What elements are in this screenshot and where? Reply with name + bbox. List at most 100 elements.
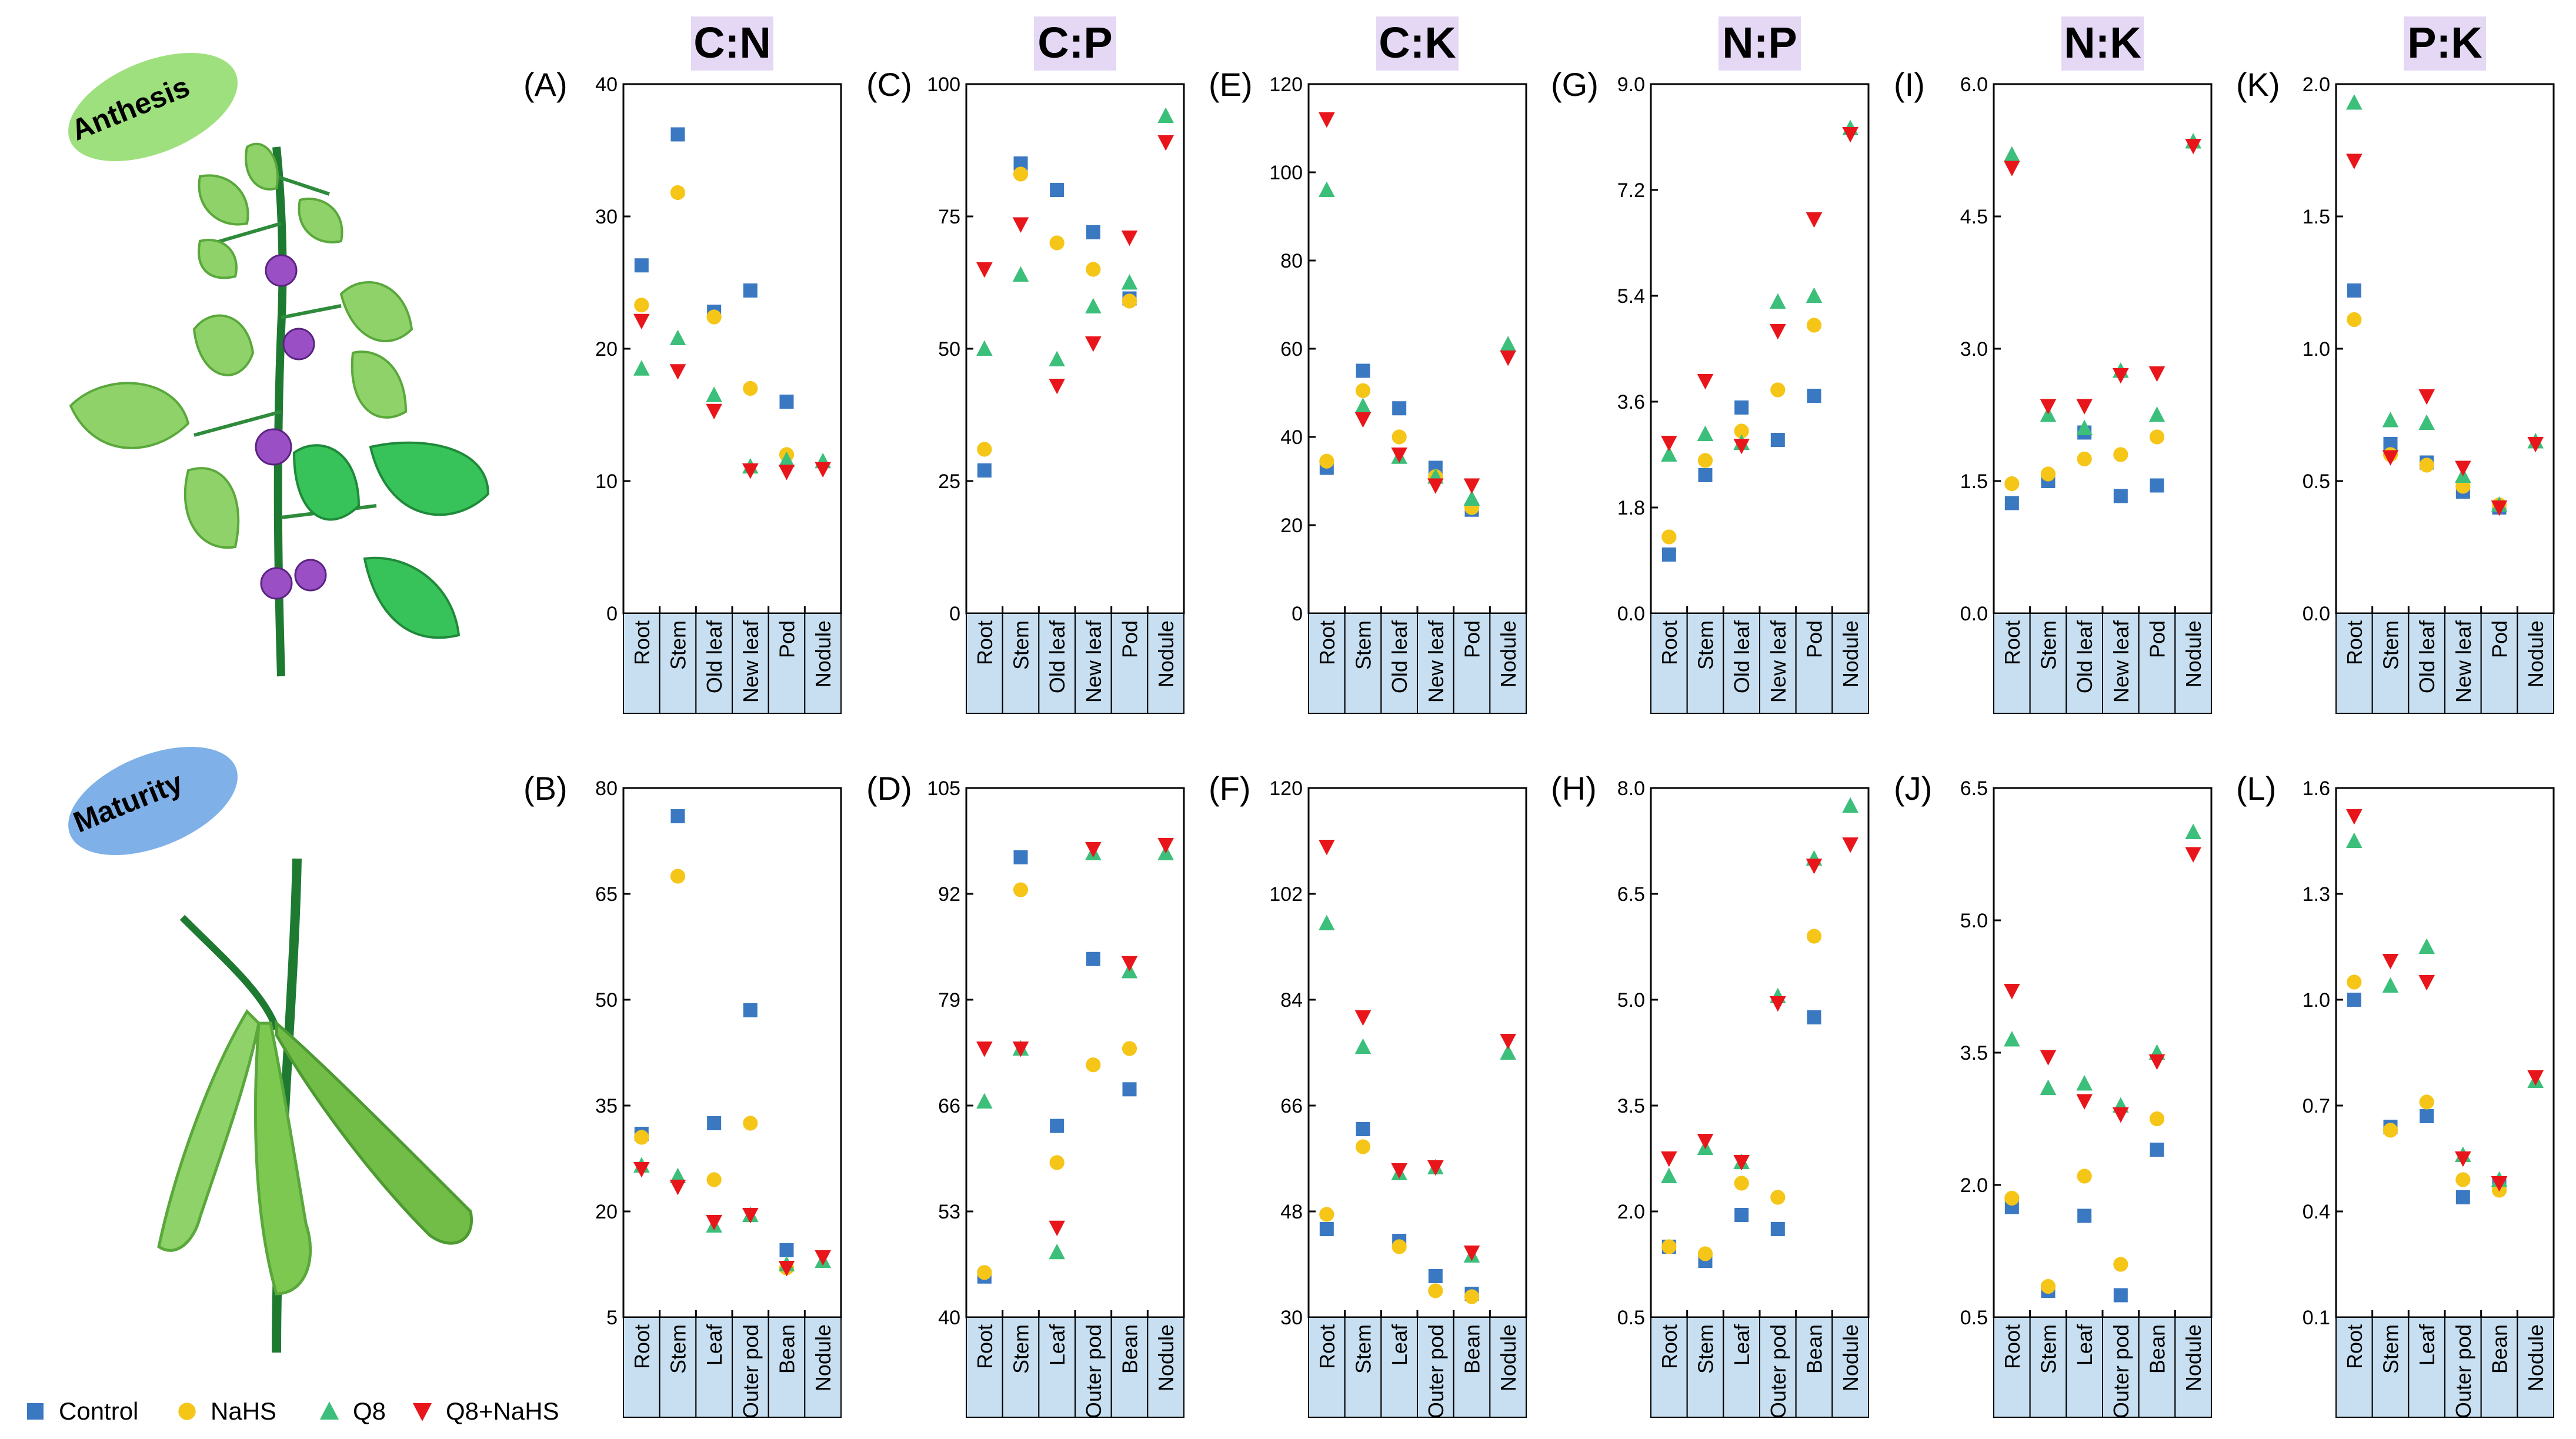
data-point-control [1086, 225, 1100, 239]
data-point-q8-nahs [1157, 837, 1174, 854]
x-category-label: Outer pod [739, 1324, 763, 1418]
data-point-q8-nahs [1391, 448, 1407, 463]
x-category-cell [2102, 613, 2140, 714]
x-category-cell [2029, 613, 2067, 714]
y-tick-label: 105 [927, 777, 960, 800]
x-category-label: Root [1657, 1324, 1681, 1369]
x-category-label: Pod [1803, 620, 1827, 658]
data-point-q8-nahs [2185, 847, 2201, 863]
data-point-nahs [1770, 1190, 1786, 1205]
panel-b: (B) 5 20 35 50 65 80 Root Stem Leaf Outer pod Bean N… [523, 770, 842, 1418]
data-point-q8 [669, 329, 686, 345]
x-category-cell [1759, 1317, 1797, 1418]
panel-label: (I) [1894, 66, 1925, 103]
data-point-nahs [670, 869, 686, 884]
x-category-label: Outer pod [1424, 1324, 1448, 1418]
x-category-label: Bean [1118, 1324, 1142, 1374]
legend-label: Q8 [353, 1397, 386, 1425]
x-category-label: Leaf [1387, 1324, 1412, 1365]
data-point-nahs [1319, 453, 1334, 469]
data-point-q8 [2185, 823, 2201, 839]
y-tick-label: 5 [606, 1307, 618, 1329]
y-tick-label: 65 [595, 883, 618, 906]
x-category-label: Root [1315, 620, 1339, 665]
data-point-q8 [2382, 977, 2399, 993]
y-tick-label: 4.5 [1960, 206, 1988, 228]
y-tick-label: 35 [595, 1095, 618, 1117]
data-point-q8-nahs [1661, 1151, 1677, 1167]
leaf [339, 281, 413, 342]
data-point-q8-nahs [669, 1180, 686, 1196]
data-point-nahs [1392, 1239, 1407, 1254]
data-point-q8-nahs [2148, 1054, 2165, 1070]
y-tick-label: 40 [595, 74, 618, 96]
data-point-control [1770, 433, 1785, 447]
data-point-q8-nahs [669, 364, 686, 380]
x-category-label: Root [630, 1324, 654, 1369]
data-point-nahs [2347, 312, 2362, 328]
data-point-nahs [1086, 262, 1101, 277]
legend-marker [178, 1403, 196, 1420]
data-point-control [2347, 283, 2361, 298]
x-category-label: Nodule [1154, 620, 1178, 687]
data-point-q8 [976, 1093, 993, 1109]
leaf [69, 382, 190, 449]
data-point-q8-nahs [1427, 1160, 1444, 1176]
data-point-control [2077, 1208, 2092, 1223]
pod [275, 1020, 473, 1245]
x-category-label: Outer pod [2451, 1324, 2475, 1418]
data-point-nahs [1661, 529, 1677, 545]
y-tick-label: 80 [1280, 250, 1303, 272]
x-category-label: Nodule [811, 620, 835, 687]
y-tick-label: 100 [927, 74, 960, 96]
data-point-q8-nahs [1806, 859, 1823, 874]
data-point-nahs [1049, 235, 1065, 251]
data-point-q8-nahs [1770, 996, 1786, 1012]
data-point-control [1734, 400, 1749, 415]
data-point-nahs [2347, 974, 2362, 990]
data-point-nahs [977, 1265, 992, 1280]
y-tick-label: 0.7 [2303, 1095, 2330, 1117]
x-category-label: Old leaf [1387, 620, 1412, 693]
data-point-control [2004, 496, 2019, 510]
data-point-nahs [2077, 1168, 2092, 1184]
x-category-cell [732, 613, 769, 714]
y-tick-label: 100 [1269, 162, 1303, 184]
y-tick-label: 9.0 [1617, 74, 1645, 96]
y-tick-label: 5.0 [1960, 910, 1988, 932]
x-category-cell [1417, 1317, 1454, 1418]
x-category-cell [1723, 613, 1760, 714]
data-point-nahs [1734, 423, 1749, 439]
ratio-header-bg [691, 16, 773, 71]
x-category-label: New leaf [2451, 620, 2475, 703]
data-point-q8 [669, 1167, 686, 1183]
data-point-q8-nahs [2455, 460, 2471, 476]
x-category-cell [1831, 1317, 1869, 1418]
data-point-q8-nahs [815, 462, 831, 478]
panel-d: (D) 40 53 66 79 92 105 Root Stem Leaf Outer pod Bea… [866, 770, 1185, 1418]
y-tick-label: 0.5 [2303, 470, 2330, 493]
x-category-cell [804, 613, 842, 714]
data-point-nahs [706, 309, 722, 325]
x-category-label: Nodule [1496, 620, 1520, 687]
data-point-nahs [743, 380, 758, 396]
x-category-label: Leaf [702, 1324, 726, 1365]
x-category-cell [2371, 613, 2410, 714]
data-point-nahs [1428, 1283, 1443, 1298]
x-category-label: Nodule [2524, 620, 2548, 687]
x-category-label: Bean [2488, 1324, 2512, 1374]
data-point-control [634, 258, 649, 273]
data-point-q8-nahs [2113, 1107, 2129, 1123]
data-point-q8-nahs [1500, 1034, 1516, 1050]
data-point-q8-nahs [2076, 399, 2093, 415]
x-category-cell [2102, 1317, 2140, 1418]
leaf [198, 239, 238, 279]
flower [265, 254, 298, 287]
x-category-cell [2138, 613, 2176, 714]
x-category-label: New leaf [1424, 620, 1448, 703]
x-category-label: New leaf [2109, 620, 2133, 703]
data-point-q8-nahs [1354, 412, 1372, 428]
data-point-q8-nahs [2148, 366, 2165, 382]
x-category-cell [1453, 613, 1491, 714]
